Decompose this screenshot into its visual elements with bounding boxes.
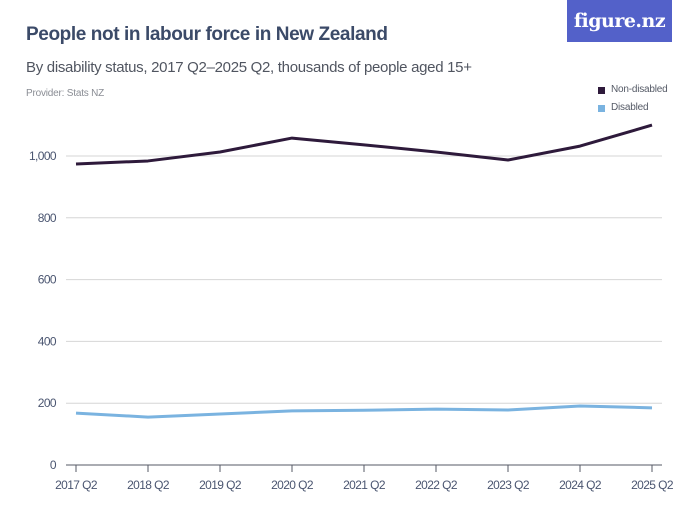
figure-nz-logo[interactable]: figure.nz	[567, 0, 672, 42]
y-axis: 0 200 400 600 800 1,000	[29, 149, 58, 472]
legend-swatch-non-disabled	[598, 86, 605, 94]
series-line-non-disabled	[75, 123, 653, 166]
legend-item-non-disabled: Non-disabled	[598, 80, 668, 98]
x-axis: 2017 Q2 2018 Q2 2019 Q2 2020 Q2 2021 Q2 2022 …	[55, 464, 674, 492]
y-tick-label: 800	[38, 211, 57, 225]
x-tick-label: 2019 Q2	[199, 478, 242, 492]
chart-title: People not in labour force in New Zealan…	[26, 24, 388, 45]
y-tick-label: 400	[38, 334, 57, 348]
x-tick-label: 2022 Q2	[415, 478, 458, 492]
legend-item-disabled: Disabled	[598, 98, 668, 116]
x-tick-label: 2025 Q2	[631, 478, 674, 492]
series-line-disabled	[75, 404, 653, 419]
gridlines	[66, 155, 662, 404]
x-tick-label: 2020 Q2	[271, 478, 314, 492]
data-provider: Provider: Stats NZ	[26, 88, 105, 99]
legend-label: Non-disabled	[611, 83, 668, 95]
series-lines	[75, 123, 653, 419]
x-tick-label: 2017 Q2	[55, 478, 98, 492]
y-tick-label: 200	[38, 396, 57, 410]
x-tick-label: 2023 Q2	[487, 478, 530, 492]
chart-legend: Non-disabled Disabled	[598, 80, 668, 116]
legend-label: Disabled	[611, 101, 649, 113]
y-tick-label: 1,000	[29, 149, 57, 163]
x-tick-label: 2024 Q2	[559, 478, 602, 492]
chart-subtitle: By disability status, 2017 Q2–2025 Q2, t…	[26, 59, 472, 76]
x-tick-label: 2018 Q2	[127, 478, 170, 492]
x-tick-label: 2021 Q2	[343, 478, 386, 492]
legend-swatch-disabled	[598, 104, 605, 112]
y-tick-label: 0	[50, 458, 57, 472]
y-tick-label: 600	[38, 273, 57, 287]
